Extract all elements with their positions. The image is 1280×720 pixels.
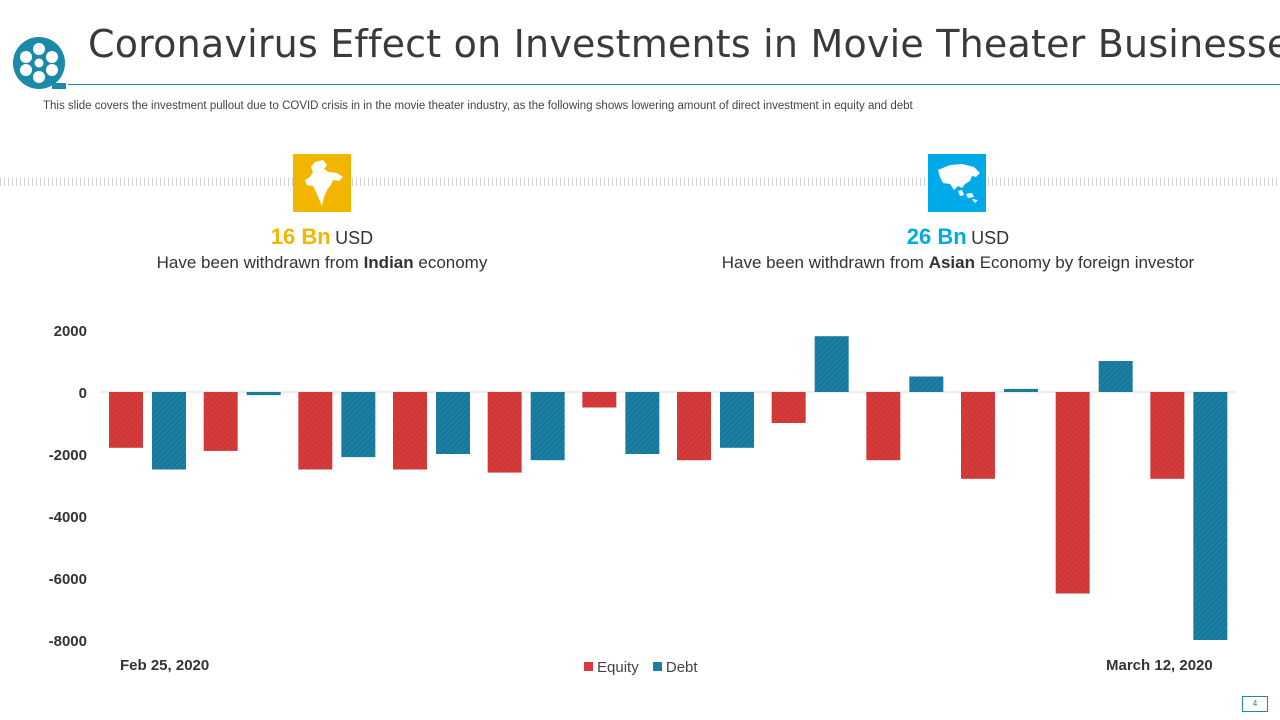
equity-bar bbox=[1150, 392, 1185, 479]
india-stat-description: Have been withdrawn from Indian economy bbox=[156, 253, 488, 272]
title-divider bbox=[68, 84, 1280, 85]
equity-bar bbox=[866, 392, 901, 461]
india-stat-unit: USD bbox=[335, 228, 374, 248]
equity-bar bbox=[582, 392, 617, 408]
debt-bar bbox=[1193, 392, 1228, 640]
equity-bar bbox=[961, 392, 995, 479]
equity-bar bbox=[677, 392, 711, 461]
equity-bar bbox=[771, 392, 806, 423]
india-stat: 16 Bn USD Have been withdrawn from India… bbox=[42, 224, 602, 273]
asia-stat: 26 Bn USD Have been withdrawn from Asian… bbox=[678, 224, 1238, 273]
debt-bar bbox=[341, 392, 376, 458]
equity-bar bbox=[1055, 392, 1090, 594]
dotted-divider bbox=[0, 178, 1280, 186]
investment-bar-chart: 2000 0 -2000 -4000 -6000 -8000 bbox=[49, 323, 1236, 650]
legend-equity-swatch bbox=[584, 662, 593, 671]
y-tick-label: -4000 bbox=[49, 509, 87, 526]
page-number: 4 bbox=[1242, 696, 1268, 712]
y-tick-label: -2000 bbox=[49, 447, 87, 464]
asia-stat-description: Have been withdrawn from Asian Economy b… bbox=[721, 253, 1195, 272]
debt-bar bbox=[814, 336, 849, 392]
equity-bar bbox=[298, 392, 333, 470]
page-title: Coronavirus Effect on Investments in Mov… bbox=[88, 22, 1280, 66]
end-date-label: March 12, 2020 bbox=[1106, 657, 1213, 674]
debt-bar bbox=[625, 392, 660, 454]
y-tick-label: 0 bbox=[79, 385, 87, 402]
asia-stat-amount: 26 Bn bbox=[906, 224, 967, 249]
y-tick-label: -8000 bbox=[49, 633, 87, 650]
asia-stat-unit: USD bbox=[971, 228, 1010, 248]
debt-bar bbox=[246, 392, 281, 396]
debt-bar bbox=[909, 376, 944, 392]
debt-bar bbox=[1004, 388, 1038, 392]
debt-bar bbox=[1098, 361, 1133, 392]
equity-bar bbox=[393, 392, 427, 470]
debt-bar bbox=[720, 392, 754, 448]
equity-bar bbox=[109, 392, 143, 448]
page-subtitle: This slide covers the investment pullout… bbox=[43, 100, 913, 112]
legend-equity: Equity bbox=[584, 659, 639, 676]
equity-bar bbox=[203, 392, 238, 451]
chart-legend: Equity Debt bbox=[584, 659, 708, 676]
equity-bar bbox=[487, 392, 522, 473]
asia-map-icon bbox=[928, 154, 986, 212]
legend-debt-swatch bbox=[652, 662, 662, 671]
legend-debt: Debt bbox=[652, 659, 698, 676]
debt-bar bbox=[152, 392, 186, 470]
start-date-label: Feb 25, 2020 bbox=[120, 657, 210, 674]
y-tick-label: -6000 bbox=[49, 571, 87, 588]
legend-debt-label: Debt bbox=[665, 659, 698, 676]
debt-bar bbox=[436, 392, 470, 454]
india-stat-amount: 16 Bn bbox=[270, 224, 331, 249]
y-tick-label: 2000 bbox=[54, 323, 87, 340]
legend-equity-label: Equity bbox=[597, 659, 639, 676]
india-map-icon bbox=[293, 154, 351, 212]
film-reel-icon bbox=[12, 36, 66, 90]
debt-bar bbox=[530, 392, 565, 461]
